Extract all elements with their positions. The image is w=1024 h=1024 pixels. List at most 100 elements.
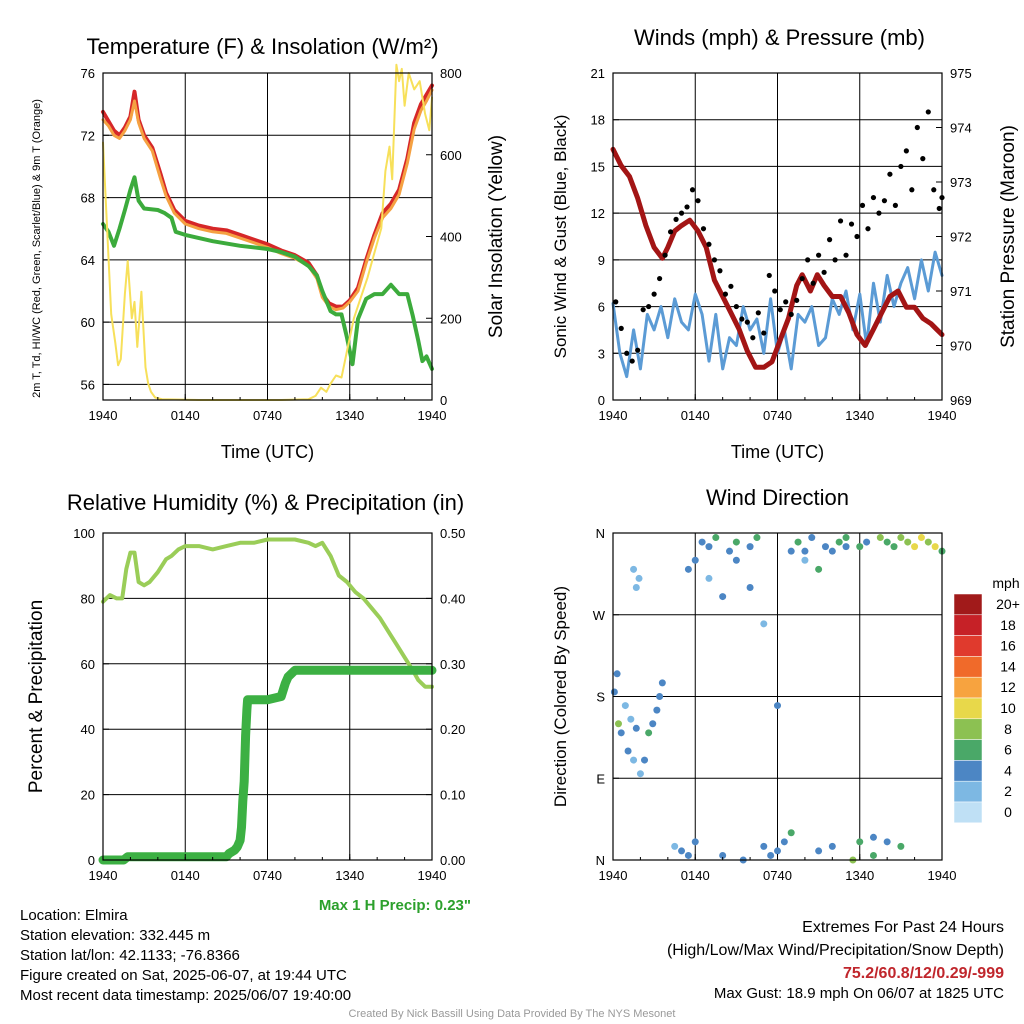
legend-label: 10 — [1000, 700, 1016, 716]
gust-point — [695, 198, 701, 204]
gust-point — [826, 237, 833, 243]
gust-point — [931, 187, 937, 193]
gust-point — [887, 171, 893, 177]
wind-dir-point — [753, 534, 761, 542]
gust-point — [766, 272, 772, 279]
gust-point — [722, 291, 729, 297]
gust-point — [678, 210, 685, 216]
x-tick-label: 1340 — [845, 868, 874, 883]
gust-point — [624, 350, 630, 356]
y-tick-label: 68 — [81, 191, 95, 206]
wind-dir-point — [828, 547, 836, 555]
gust-point — [832, 257, 838, 263]
y-right-tick-label: 0.20 — [440, 722, 465, 737]
gust-point — [892, 202, 898, 208]
x-tick-label: 0740 — [253, 408, 282, 423]
y-tick-label: 64 — [81, 253, 95, 268]
gust-point — [794, 297, 800, 303]
legend-title: mph — [992, 575, 1019, 591]
y-right-tick-label: 800 — [440, 66, 462, 81]
wind-dir-point — [815, 847, 823, 855]
gust-point — [750, 335, 756, 341]
gust-point — [673, 216, 679, 222]
x-tick-label: 1940 — [418, 408, 447, 423]
legend-swatch — [953, 760, 983, 782]
credit-line: Created By Nick Bassill Using Data Provi… — [348, 1008, 676, 1020]
info-timestamp: Most recent data timestamp: 2025/06/07 1… — [20, 987, 352, 1004]
gust-point — [788, 311, 794, 317]
wind-dir-point — [732, 538, 740, 546]
wind-dir-point — [705, 574, 713, 582]
legend-label: 4 — [1004, 762, 1012, 778]
info-latlon: Station lat/lon: 42.1133; -76.8366 — [20, 947, 240, 964]
extremes-subtitle: (High/Low/Max Wind/Precipitation/Snow De… — [666, 942, 1004, 959]
wind-dir-point — [632, 584, 640, 591]
gust-point — [700, 226, 707, 232]
chart-title-humidity: Relative Humidity (%) & Precipitation (i… — [67, 490, 464, 515]
y-right-tick-label: 0.40 — [440, 591, 465, 606]
y-tick-label: 40 — [81, 722, 95, 737]
gust-point — [739, 316, 745, 322]
chart-title-temperature: Temperature (F) & Insolation (W/m²) — [86, 34, 438, 59]
gust-point — [646, 303, 652, 310]
wind-dir-point — [691, 556, 699, 564]
gust-point — [777, 307, 783, 313]
wind-dir-point — [876, 534, 884, 542]
x-tick-label: 1340 — [335, 868, 364, 883]
gust-point — [613, 299, 619, 305]
gust-point — [920, 156, 926, 162]
x-tick-label: 0740 — [763, 868, 792, 883]
wind-dir-point — [621, 702, 629, 710]
wind-dir-point — [787, 547, 795, 555]
wind-dir-point — [897, 534, 905, 542]
y-right-tick-label: 971 — [950, 284, 972, 299]
wind-dir-point — [712, 534, 720, 542]
x-tick-label: 1940 — [599, 408, 628, 423]
gust-point — [805, 257, 811, 263]
gust-point — [733, 303, 739, 310]
wind-dir-point — [821, 543, 829, 551]
y-tick-label: 18 — [591, 113, 605, 128]
wind-dir-point — [613, 670, 621, 678]
gust-point — [843, 252, 849, 258]
y-axis-label: 2m T, Td, HI/WC (Red, Green, Scarlet/Blu… — [31, 99, 43, 398]
wind-dir-point — [801, 556, 809, 564]
wind-dir-point — [645, 729, 653, 737]
extremes-block: Extremes For Past 24 Hours (High/Low/Max… — [667, 918, 1004, 1004]
x-tick-label: 1940 — [89, 868, 118, 883]
y-tick-label: 60 — [81, 315, 95, 330]
y-tick-label: 15 — [591, 159, 605, 174]
x-tick-label: 0140 — [171, 868, 200, 883]
legend-swatch — [953, 697, 983, 720]
y-tick-label: 100 — [73, 526, 95, 541]
wind-dir-point — [627, 715, 635, 723]
y-tick-label: N — [596, 526, 605, 541]
y-tick-label: 60 — [81, 657, 95, 672]
wind-dir-point — [684, 851, 692, 859]
x-tick-label: 0740 — [253, 868, 282, 883]
wind-dir-point — [649, 720, 657, 728]
wind-dir-point — [617, 729, 625, 737]
y-tick-label: W — [593, 608, 606, 623]
y-tick-label: 21 — [591, 66, 605, 81]
y-right-tick-label: 969 — [950, 393, 972, 408]
y-right-tick-label: 974 — [950, 121, 972, 136]
wind-dir-point — [732, 556, 740, 564]
x-tick-label: 0140 — [171, 408, 200, 423]
chart-title-winds: Winds (mph) & Pressure (mb) — [634, 25, 925, 50]
y-axis-label: Percent & Precipitation — [26, 600, 47, 793]
info-elevation: Station elevation: 332.445 m — [20, 927, 211, 944]
x-tick-label: 1940 — [418, 868, 447, 883]
gust-point — [711, 257, 718, 263]
x-tick-label: 1940 — [928, 868, 957, 883]
station-info: Location: Elmira Station elevation: 332.… — [20, 906, 351, 1006]
gust-point — [854, 233, 860, 240]
wind-dir-point — [911, 543, 919, 551]
wind-dir-point — [856, 543, 864, 551]
legend-label: 14 — [1000, 658, 1016, 674]
wind-dir-point — [863, 538, 871, 546]
gust-point — [651, 291, 657, 297]
gust-point — [684, 204, 690, 210]
legend-label: 2 — [1004, 783, 1012, 799]
